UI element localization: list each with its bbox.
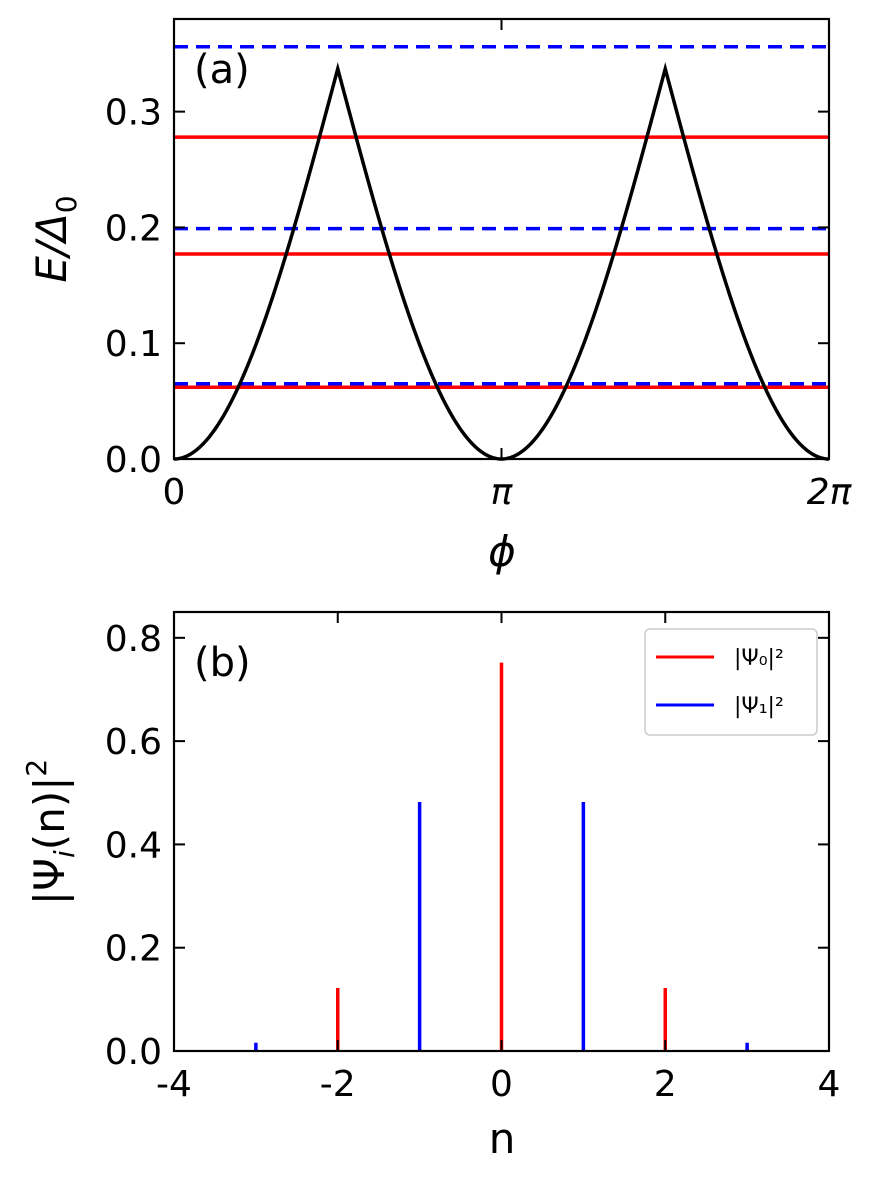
legend-box <box>644 628 818 736</box>
panel-a-xtick-label: 0 <box>163 472 186 513</box>
panel-a-ytick: 0.3 <box>105 93 829 134</box>
panel-a-xtick-label: 2π <box>807 472 853 513</box>
panel-b-ylabel-sub: i <box>48 850 81 858</box>
panel-a-ticks: 0 π 2π 0.0 0.1 0.2 0.3 <box>105 19 853 513</box>
panel-b-ylabel-main: |Ψ <box>25 858 74 905</box>
panel-b-frame <box>172 610 831 1053</box>
panel-a-ytick: 0.2 <box>105 208 829 249</box>
panel-a-frame <box>172 17 831 461</box>
panel-b-ytick-label: 0.6 <box>105 722 162 763</box>
panel-a-ytick: 0.0 <box>105 440 829 481</box>
panel-b-ytick: 0.8 <box>105 619 829 660</box>
panel-b-label: (b) <box>194 640 251 686</box>
panel-b-ytick-label: 0.2 <box>105 929 162 970</box>
legend: |Ψ₀|² |Ψ₁|² <box>644 628 818 736</box>
panel-b-ytick-label: 0.0 <box>105 1032 162 1073</box>
panel-b-ylabel-tail: (n)| <box>25 777 74 851</box>
panel-b-ytick: 0.2 <box>105 929 829 970</box>
panel-a-ytick: 0.1 <box>105 324 829 365</box>
panel-b-xtick: 2 <box>654 612 677 1105</box>
panel-b-ylabel-sup: 2 <box>20 759 53 777</box>
panel-a-marks <box>173 45 830 461</box>
potential-curve <box>173 62 830 461</box>
panel-b-xtick-label: 4 <box>818 1064 841 1105</box>
panel-b-xtick-label: -4 <box>156 1064 192 1105</box>
panel-a-xtick-label: π <box>491 472 514 513</box>
panel-b-ytick-label: 0.4 <box>105 825 162 866</box>
panel-b-ylabel: |Ψi(n)|2 <box>20 759 81 905</box>
panel-b-xtick: -2 <box>320 612 356 1105</box>
panel-a-xtick: π <box>491 19 514 513</box>
legend-label-psi0: |Ψ₀|² <box>734 646 784 671</box>
panel-b-ytick-label: 0.8 <box>105 619 162 660</box>
panel-b-ticks: -4 -2 0 2 4 0.0 0.2 0.4 0.6 0.8 <box>105 612 841 1105</box>
panel-b-xlabel: n <box>489 1114 516 1163</box>
panel-b-xtick-label: 2 <box>654 1064 677 1105</box>
panel-b-xtick: 0 <box>490 612 513 1105</box>
panel-a-ytick-label: 0.3 <box>105 93 162 134</box>
panel-b-ytick: 0.4 <box>105 825 829 866</box>
panel-a-ylabel: E/Δ0 <box>27 195 83 282</box>
panel-a-ylabel-main: E/Δ <box>27 213 76 282</box>
panel-b-ytick: 0.6 <box>105 722 829 763</box>
panel-a-xlabel: ϕ <box>488 527 516 576</box>
panel-a-ytick-label: 0.0 <box>105 440 162 481</box>
panel-a: 0 π 2π0.00.10.20.3 (a) ϕ E/Δ0 <box>27 17 853 576</box>
panel-b-ytick: 0.0 <box>105 1032 829 1073</box>
panel-b: -4 -2 0 2 40.00.20.40.60.8 (b) n |Ψi(n)|2 |Ψ… <box>20 610 841 1163</box>
panel-a-ytick-label: 0.1 <box>105 324 162 365</box>
panel-a-label: (a) <box>194 47 250 93</box>
panel-a-xtick: 2π <box>807 19 853 513</box>
panel-b-xtick-label: 0 <box>490 1064 513 1105</box>
panel-a-ylabel-sub: 0 <box>50 195 83 213</box>
panel-a-ytick-label: 0.2 <box>105 208 162 249</box>
panel-b-xtick-label: -2 <box>320 1064 356 1105</box>
legend-label-psi1: |Ψ₁|² <box>734 694 784 719</box>
